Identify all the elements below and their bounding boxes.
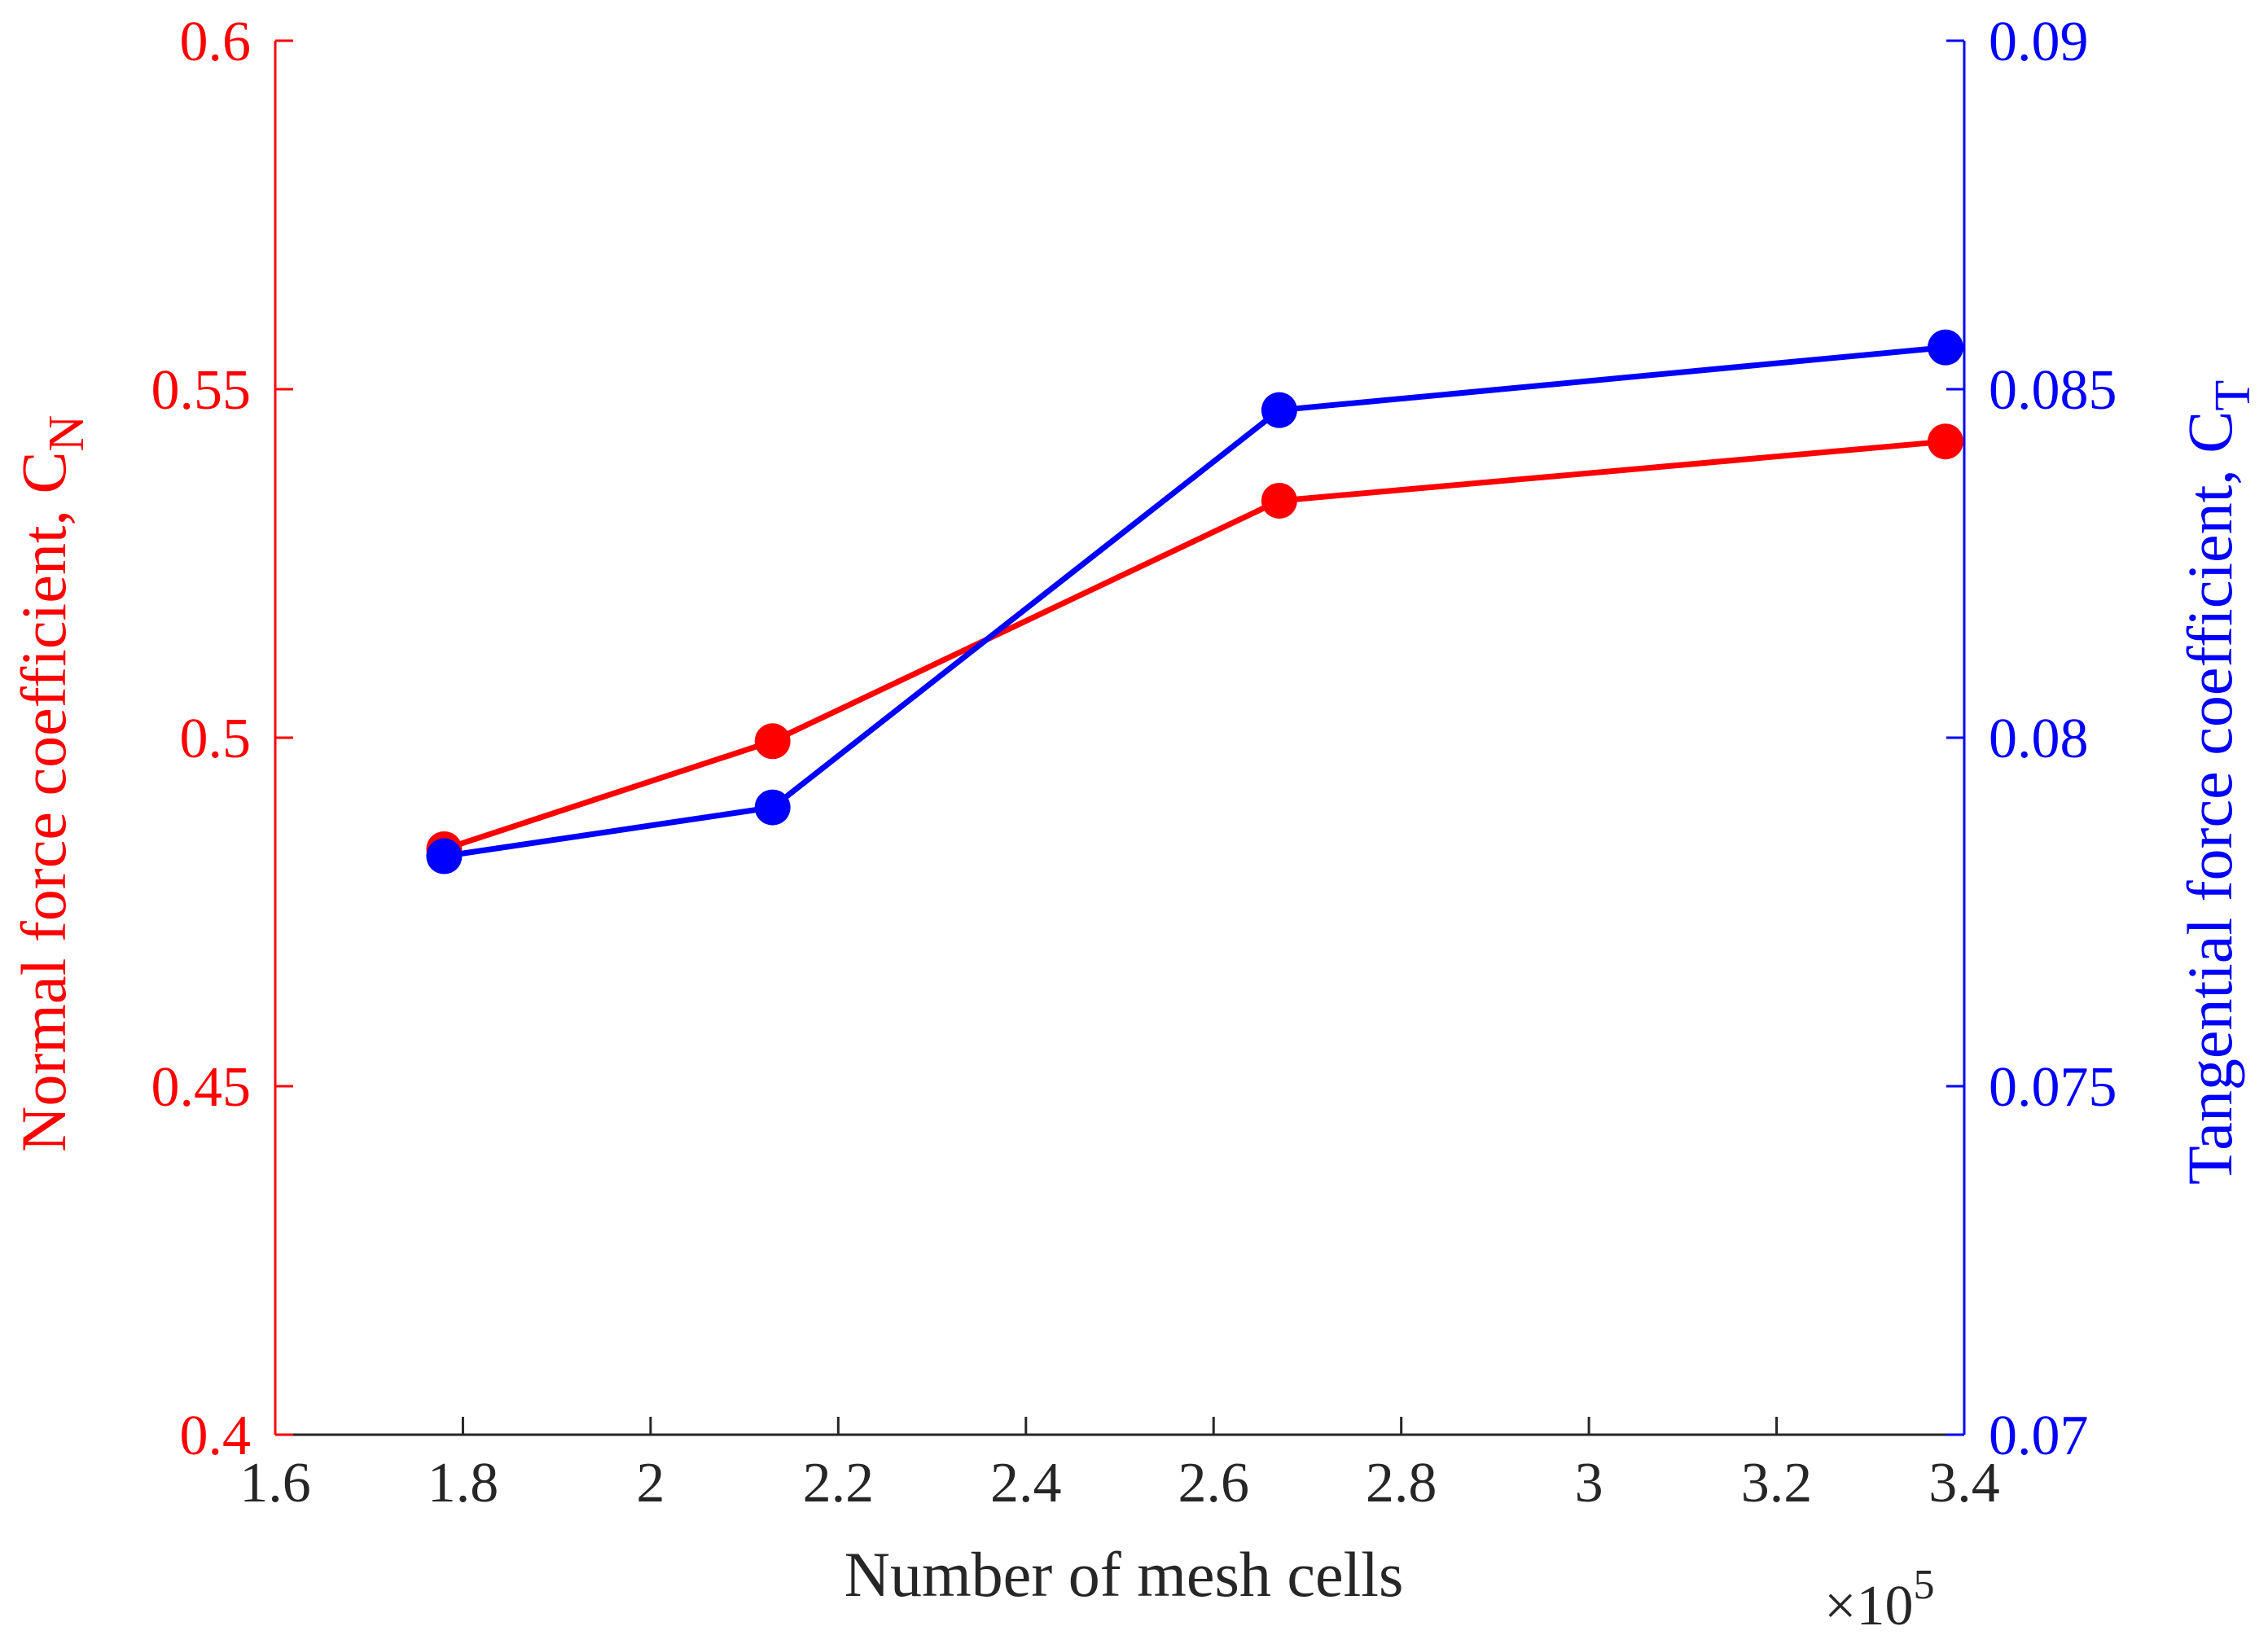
x-tick-label: 2.2 <box>803 1452 875 1514</box>
right-y-tick-label: 0.075 <box>1989 1056 2117 1119</box>
right-y-tick-label: 0.08 <box>1989 708 2089 770</box>
right-y-label-main: Tangential force coefficient, C <box>2174 411 2245 1185</box>
x-multiplier-exponent: 5 <box>1913 1562 1934 1608</box>
left-y-axis: 0.4 0.45 0.5 0.55 0.6 <box>151 11 293 1467</box>
series-line-cn <box>443 438 1946 853</box>
right-y-tick-label: 0.07 <box>1989 1405 2089 1467</box>
x-tick-label: 1.8 <box>428 1452 499 1514</box>
series-ct <box>426 329 1963 874</box>
series-cn <box>426 423 1963 867</box>
series-layer <box>426 329 1963 874</box>
x-multiplier-base: ×10 <box>1824 1575 1913 1635</box>
right-y-tick-label: 0.085 <box>1989 359 2117 422</box>
series-line-ct <box>443 344 1946 859</box>
x-tick-label: 2 <box>636 1452 665 1514</box>
left-y-tick-label: 0.55 <box>151 359 252 422</box>
x-tick-label: 3.4 <box>1928 1452 2000 1514</box>
data-point-cn <box>1927 423 1963 460</box>
x-axis: 1.6 1.8 2 2.2 2.4 2.6 2.8 3 3.2 3.4 <box>239 1417 2000 1514</box>
left-y-tick-label: 0.4 <box>180 1405 252 1467</box>
left-y-tick-label: 0.6 <box>180 11 252 73</box>
x-tick-label: 3.2 <box>1741 1452 1813 1514</box>
data-point-ct <box>754 789 791 826</box>
data-point-ct <box>1261 392 1297 428</box>
left-y-tick-label: 0.45 <box>151 1056 252 1119</box>
data-point-ct <box>426 838 463 874</box>
x-tick-label: 2.8 <box>1366 1452 1437 1514</box>
data-point-cn <box>1261 482 1297 519</box>
left-y-label-subscript: N <box>39 415 94 452</box>
x-tick-label: 3 <box>1575 1452 1603 1514</box>
right-y-tick-label: 0.09 <box>1989 11 2089 73</box>
x-axis-label: Number of mesh cells <box>844 1539 1404 1610</box>
x-tick-label: 2.4 <box>990 1452 1062 1514</box>
left-y-tick-label: 0.5 <box>180 708 252 770</box>
left-y-axis-label: Normal force coefficient, CN <box>8 415 94 1152</box>
left-y-label-main: Normal force coefficient, C <box>8 451 79 1152</box>
right-y-label-subscript: T <box>2205 380 2261 411</box>
data-point-ct <box>1927 329 1963 366</box>
x-tick-label: 2.6 <box>1178 1452 1249 1514</box>
data-point-cn <box>754 723 791 760</box>
x-tick-label: 1.6 <box>239 1452 311 1514</box>
right-y-axis: 0.07 0.075 0.08 0.085 0.09 <box>1946 11 2117 1467</box>
x-axis-multiplier: ×105 <box>1824 1562 1934 1635</box>
right-y-axis-label: Tangential force coefficient, CT <box>2174 380 2261 1185</box>
